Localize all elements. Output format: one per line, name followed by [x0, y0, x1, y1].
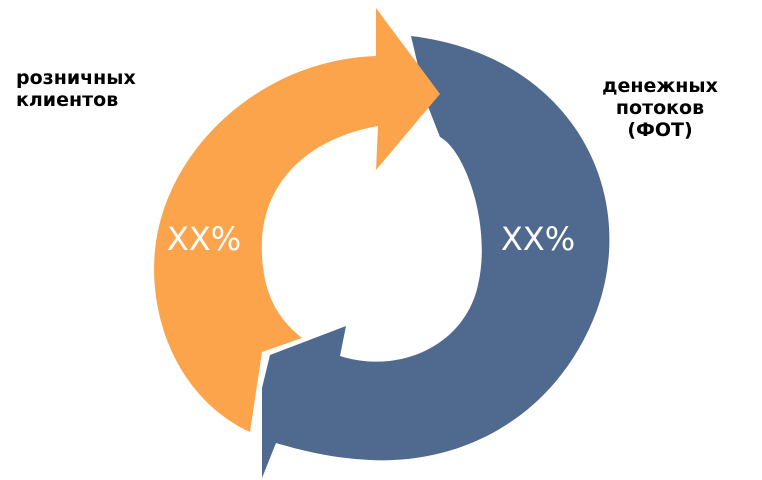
- label-line: денежных: [602, 75, 718, 97]
- label-line: клиентов: [16, 89, 119, 111]
- label-line: потоков: [615, 97, 705, 119]
- cash-flows-label: денежных потоков (ФОТ): [580, 75, 740, 141]
- label-line: (ФОТ): [627, 119, 693, 141]
- retail-clients-label: розничных клиентов: [16, 67, 196, 111]
- cash-flows-percent: XX%: [501, 220, 575, 258]
- cash-flows-arrow-segment: [262, 36, 610, 478]
- retail-clients-percent: XX%: [167, 220, 241, 258]
- label-line: розничных: [16, 67, 136, 89]
- retail-clients-arrow-segment: [154, 8, 440, 432]
